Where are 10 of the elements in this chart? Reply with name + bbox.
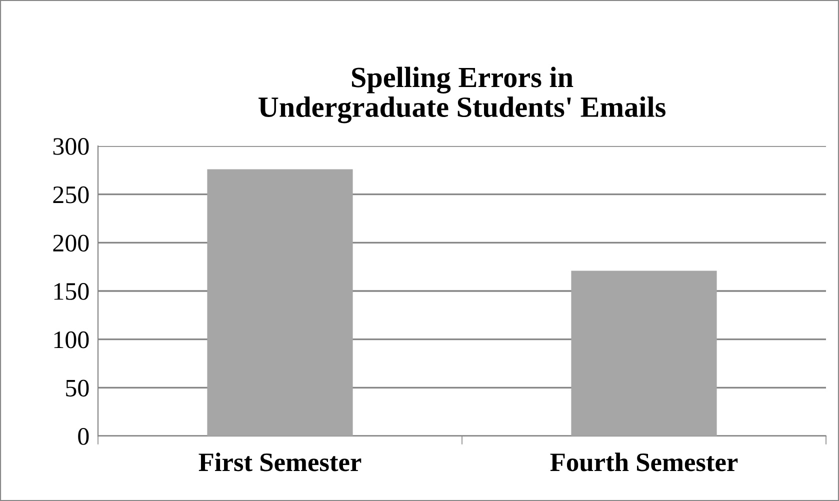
y-tick-label: 50 — [66, 380, 89, 397]
chart-title: Spelling Errors in Undergraduate Students' Emails — [258, 66, 666, 124]
y-tick-label: 250 — [53, 186, 89, 204]
y-tick-label: 150 — [54, 283, 89, 300]
y-tick-label: 100 — [54, 331, 89, 348]
y-tick-label: 200 — [53, 234, 89, 252]
y-tick-label: 0 — [78, 428, 89, 445]
x-tick-label: Fourth Semester — [550, 452, 738, 472]
y-tick-label: 300 — [53, 138, 89, 155]
x-tick-label: First Semester — [198, 452, 362, 472]
